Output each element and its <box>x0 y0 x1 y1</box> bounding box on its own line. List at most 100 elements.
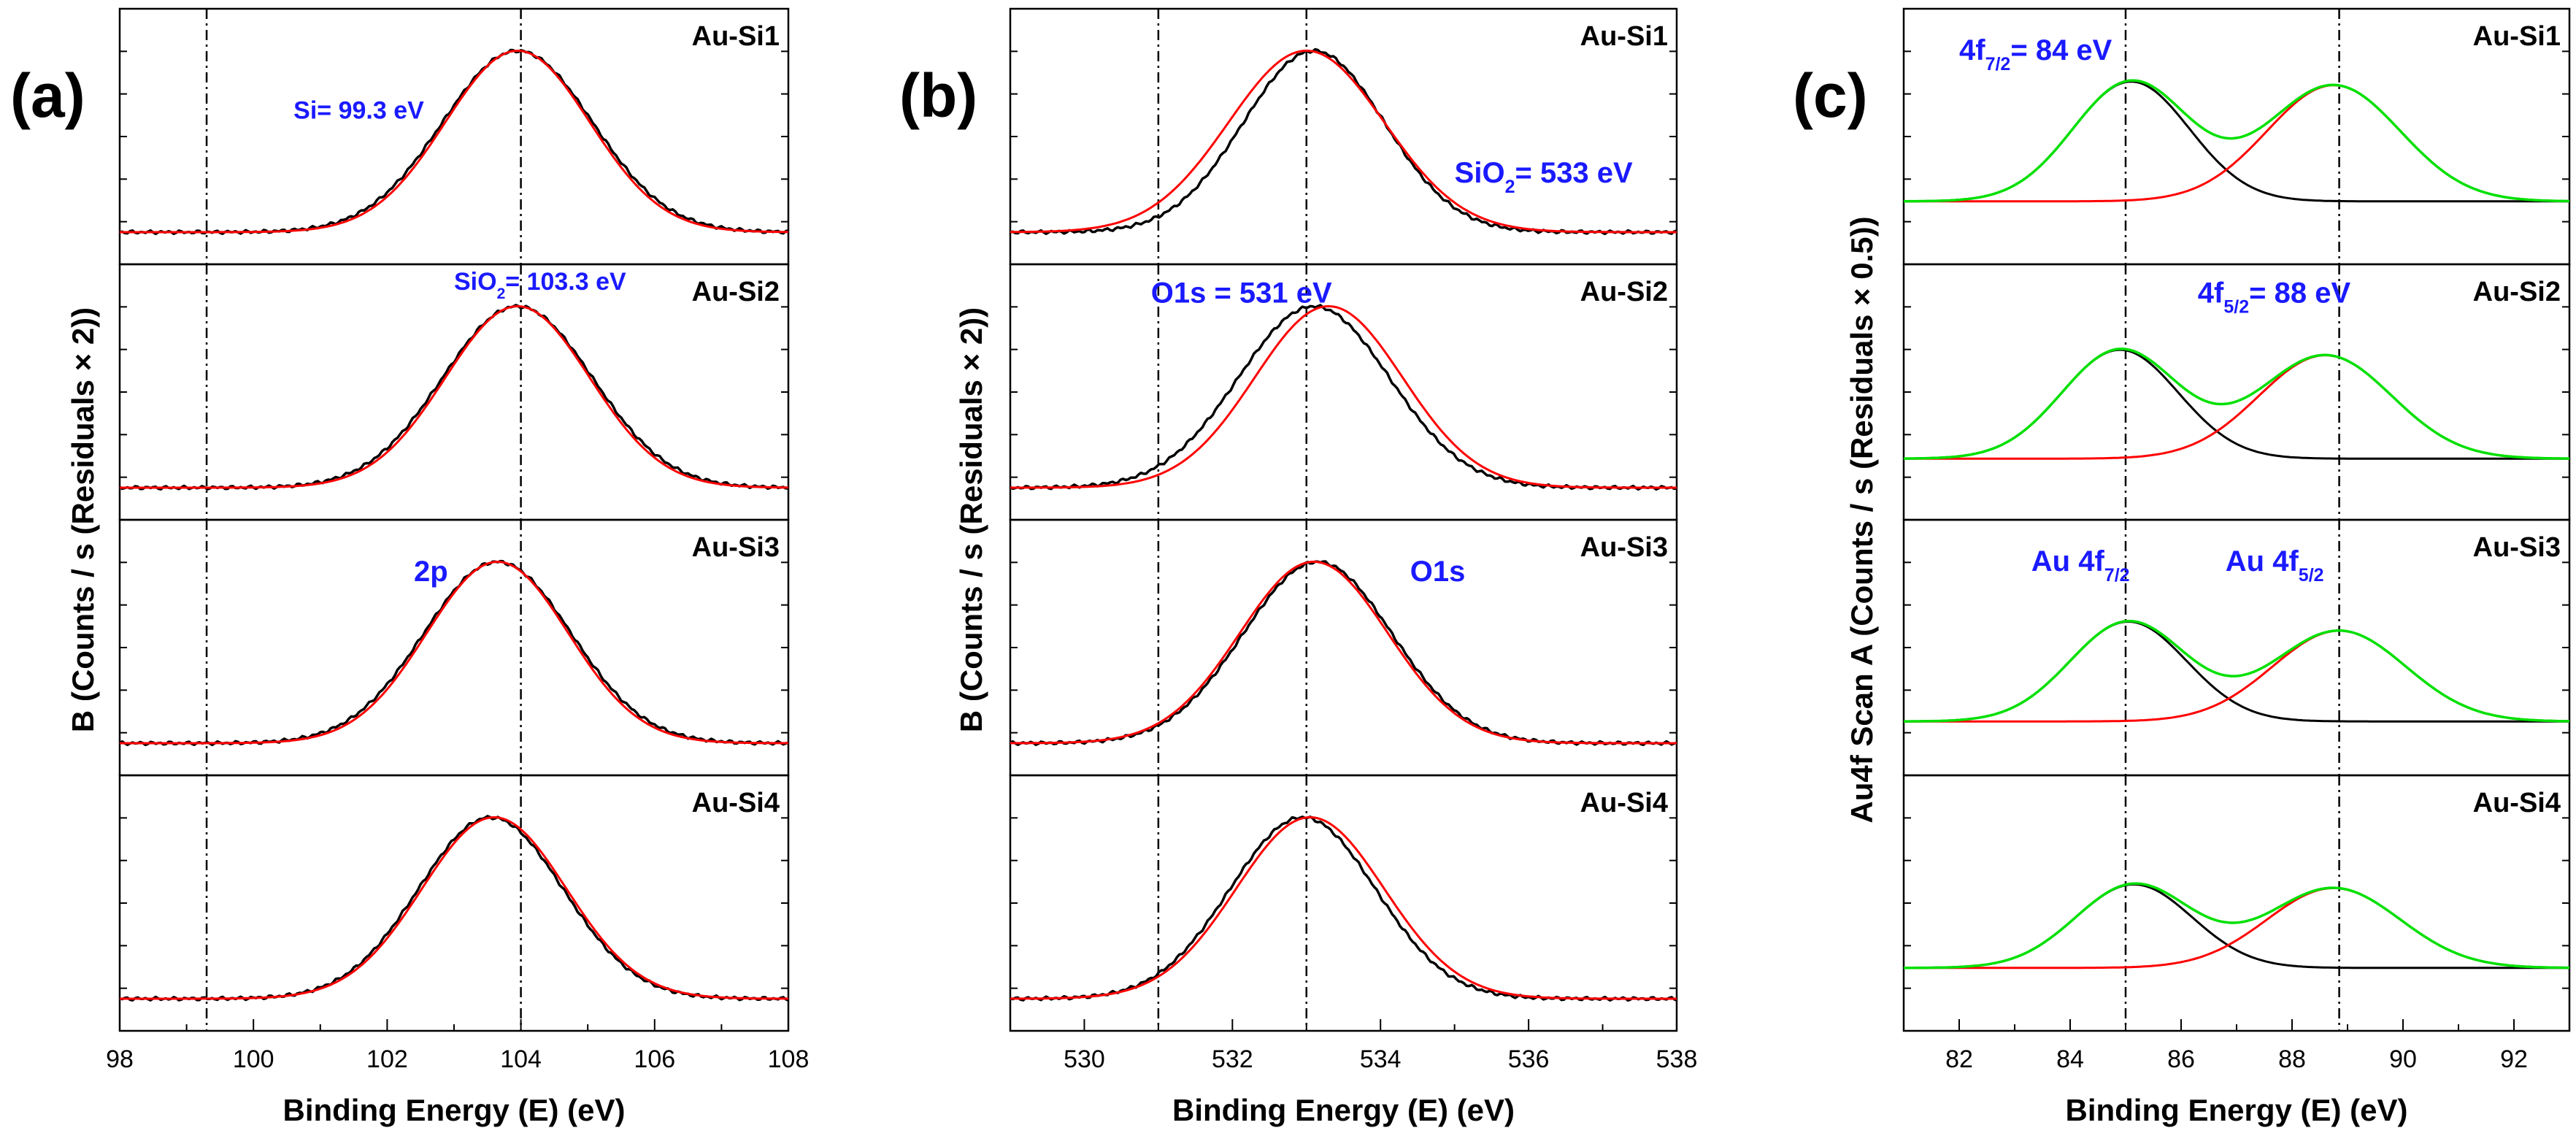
subplot-au-si2: Au-Si2 <box>1009 263 1678 521</box>
sample-label: Au-Si4 <box>692 788 780 818</box>
panel-label: (c) <box>1793 61 1868 130</box>
series-fit-line <box>1010 816 1677 1000</box>
series-data-line <box>1010 47 1677 236</box>
panel-label: (b) <box>899 61 977 130</box>
annotation-text: = 88 eV <box>2249 277 2350 310</box>
panel-label: (a) <box>10 61 85 130</box>
series-fit-line <box>120 50 789 234</box>
subplot-frame <box>1902 774 2571 1032</box>
series-comp1-line <box>1904 80 2569 203</box>
subplot-au-si1: Au-Si1 <box>1009 7 1678 266</box>
sample-label: Au-Si3 <box>2473 532 2561 563</box>
subplot-au-si1: Au-Si1 <box>1902 7 2571 266</box>
annotation-text: O1s = 531 eV <box>1151 277 1332 310</box>
x-tick-label: 530 <box>1064 1045 1105 1073</box>
sample-label: Au-Si1 <box>692 21 780 52</box>
subplot-au-si4: Au-Si4 <box>118 774 790 1032</box>
annotation-text: 2p <box>414 556 448 588</box>
subplot-au-si4: Au-Si4 <box>1902 774 2571 1032</box>
x-tick-label: 86 <box>2167 1045 2195 1073</box>
series-fit-line <box>120 305 789 489</box>
x-tick-label: 106 <box>634 1045 675 1073</box>
peak-annotation: 4f7/2= 84 eV <box>1959 34 2112 74</box>
x-tick-label: 536 <box>1508 1045 1550 1073</box>
peak-annotation: Au 4f5/2 <box>2226 545 2324 586</box>
x-tick-label: 100 <box>233 1045 274 1073</box>
annotation-text: 7/2 <box>2104 565 2130 586</box>
series-fit-line <box>1010 50 1677 234</box>
peak-annotation: 4f5/2= 88 eV <box>2198 277 2351 318</box>
subplot-frame <box>1009 7 1678 266</box>
series-comp1-line <box>1904 883 2569 970</box>
annotation-text: 4f <box>2198 277 2224 310</box>
subplot-frame <box>118 263 790 521</box>
series-comp2-line <box>1904 886 2569 970</box>
peak-annotation: SiO2= 533 eV <box>1455 157 1633 197</box>
peak-annotation: SiO2= 103.3 eV <box>454 268 626 302</box>
sample-label: Au-Si3 <box>692 532 780 563</box>
subplot-au-si2: Au-Si2 <box>118 263 790 521</box>
annotation-text: SiO <box>1455 157 1505 189</box>
chart-panel-3: (c) Au-Si1 Au-Si2 Au-Si3 Au-Si4 82 84 86 88 90 92 B… <box>1793 7 2571 1127</box>
subplot-frame <box>1009 518 1678 777</box>
x-tick-label: 90 <box>2389 1045 2417 1073</box>
x-tick-label: 92 <box>2500 1045 2528 1073</box>
annotation-text: O1s <box>1410 556 1466 588</box>
subplot-frame <box>118 7 790 266</box>
subplot-au-si3: Au-Si3 <box>118 518 790 777</box>
series-data-line <box>119 304 789 491</box>
annotation-text: 2 <box>497 285 506 302</box>
y-axis-title: B (Counts / s (Residuals × 2)) <box>954 307 988 732</box>
y-axis-title: Au4f Scan A (Counts / s (Residuals × 0.5… <box>1845 216 1879 823</box>
x-tick-label: 102 <box>366 1045 408 1073</box>
subplot-au-si2: Au-Si2 <box>1902 263 2571 521</box>
x-tick-label: 538 <box>1656 1045 1698 1073</box>
sample-label: Au-Si1 <box>1580 21 1668 52</box>
sample-label: Au-Si2 <box>1580 277 1668 307</box>
annotation-text: 7/2 <box>1985 54 2011 74</box>
chart-panel-2: (b) Au-Si1 Au-Si2 Au-Si3 Au-Si4 530 532 534 536 5… <box>899 7 1698 1127</box>
annotation-text: Si= 99.3 eV <box>293 97 424 125</box>
peak-annotation: Au 4f7/2 <box>2031 545 2130 586</box>
x-tick-label: 104 <box>500 1045 542 1073</box>
sample-label: Au-Si2 <box>2473 277 2561 307</box>
annotation-text: 5/2 <box>2223 297 2249 318</box>
peak-annotation: Si= 99.3 eV <box>293 97 424 125</box>
subplot-frame <box>118 518 790 777</box>
subplot-au-si4: Au-Si4 <box>1009 774 1678 1032</box>
series-data-line <box>1010 560 1677 746</box>
annotation-text: 4f <box>1959 34 1985 66</box>
annotation-text: = 103.3 eV <box>505 268 626 296</box>
x-axis-title: Binding Energy (E) (eV) <box>282 1093 625 1127</box>
annotation-text: = 84 eV <box>2010 34 2112 66</box>
series-data-line <box>1010 304 1677 491</box>
series-data-line <box>119 48 789 236</box>
subplot-au-si3: Au-Si3 <box>1009 518 1678 777</box>
series-comp1-line <box>1904 621 2569 723</box>
series-envelope-line <box>1904 619 2570 723</box>
series-envelope-line <box>1904 882 2569 970</box>
series-fit-line <box>1010 561 1677 745</box>
series-fit-line <box>120 561 788 745</box>
subplot-frame <box>1902 7 2571 266</box>
x-tick-label: 108 <box>768 1045 810 1073</box>
series-data-line <box>119 559 789 747</box>
series-fit-line <box>1010 305 1677 489</box>
series-comp2-line <box>1904 84 2570 203</box>
x-tick-label: 84 <box>2056 1045 2084 1073</box>
y-axis-title: B (Counts / s (Residuals × 2)) <box>66 307 100 732</box>
series-envelope-line <box>1904 348 2570 460</box>
series-data-line <box>1010 815 1677 1002</box>
series-fit-line <box>120 816 788 1000</box>
annotation-text: Au 4f <box>2226 545 2299 577</box>
peak-annotation: O1s <box>1410 556 1466 588</box>
series-envelope-line <box>1904 79 2570 203</box>
sample-label: Au-Si1 <box>2473 21 2561 52</box>
x-tick-label: 82 <box>1945 1045 1973 1073</box>
x-tick-label: 88 <box>2278 1045 2306 1073</box>
chart-panel-1: (a) Au-Si1 Au-Si2 Au-Si3 Au-Si4 98 100 102 104 10… <box>10 7 810 1127</box>
annotation-text: 2 <box>1505 177 1515 197</box>
annotation-text: Au 4f <box>2031 545 2105 577</box>
sample-label: Au-Si4 <box>2473 788 2561 818</box>
